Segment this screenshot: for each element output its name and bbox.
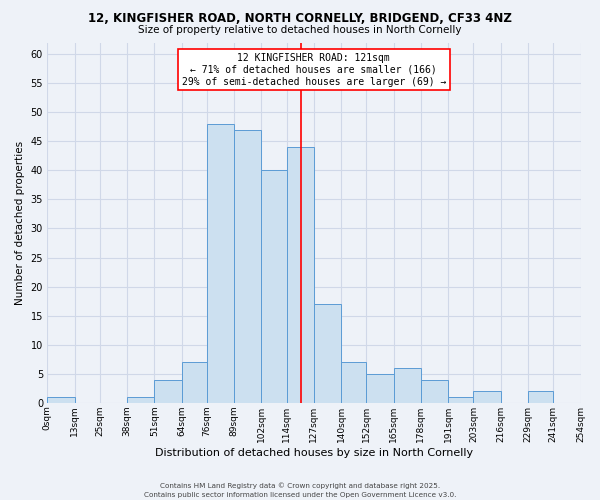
Bar xyxy=(234,130,262,403)
Bar xyxy=(262,170,287,403)
X-axis label: Distribution of detached houses by size in North Cornelly: Distribution of detached houses by size … xyxy=(155,448,473,458)
Bar xyxy=(341,362,367,403)
Bar xyxy=(127,397,154,403)
Text: Contains HM Land Registry data © Crown copyright and database right 2025.: Contains HM Land Registry data © Crown c… xyxy=(160,482,440,489)
Bar xyxy=(182,362,207,403)
Text: 12, KINGFISHER ROAD, NORTH CORNELLY, BRIDGEND, CF33 4NZ: 12, KINGFISHER ROAD, NORTH CORNELLY, BRI… xyxy=(88,12,512,26)
Y-axis label: Number of detached properties: Number of detached properties xyxy=(15,140,25,304)
Text: 12 KINGFISHER ROAD: 121sqm
← 71% of detached houses are smaller (166)
29% of sem: 12 KINGFISHER ROAD: 121sqm ← 71% of deta… xyxy=(182,54,446,86)
Bar xyxy=(154,380,182,403)
Bar xyxy=(448,397,473,403)
Bar xyxy=(207,124,234,403)
Bar xyxy=(287,147,314,403)
Bar xyxy=(421,380,448,403)
Bar xyxy=(528,391,553,403)
Bar xyxy=(367,374,394,403)
Bar xyxy=(47,397,74,403)
Bar xyxy=(314,304,341,403)
Text: Size of property relative to detached houses in North Cornelly: Size of property relative to detached ho… xyxy=(138,25,462,35)
Bar xyxy=(394,368,421,403)
Bar xyxy=(473,391,501,403)
Text: Contains public sector information licensed under the Open Government Licence v3: Contains public sector information licen… xyxy=(144,492,456,498)
